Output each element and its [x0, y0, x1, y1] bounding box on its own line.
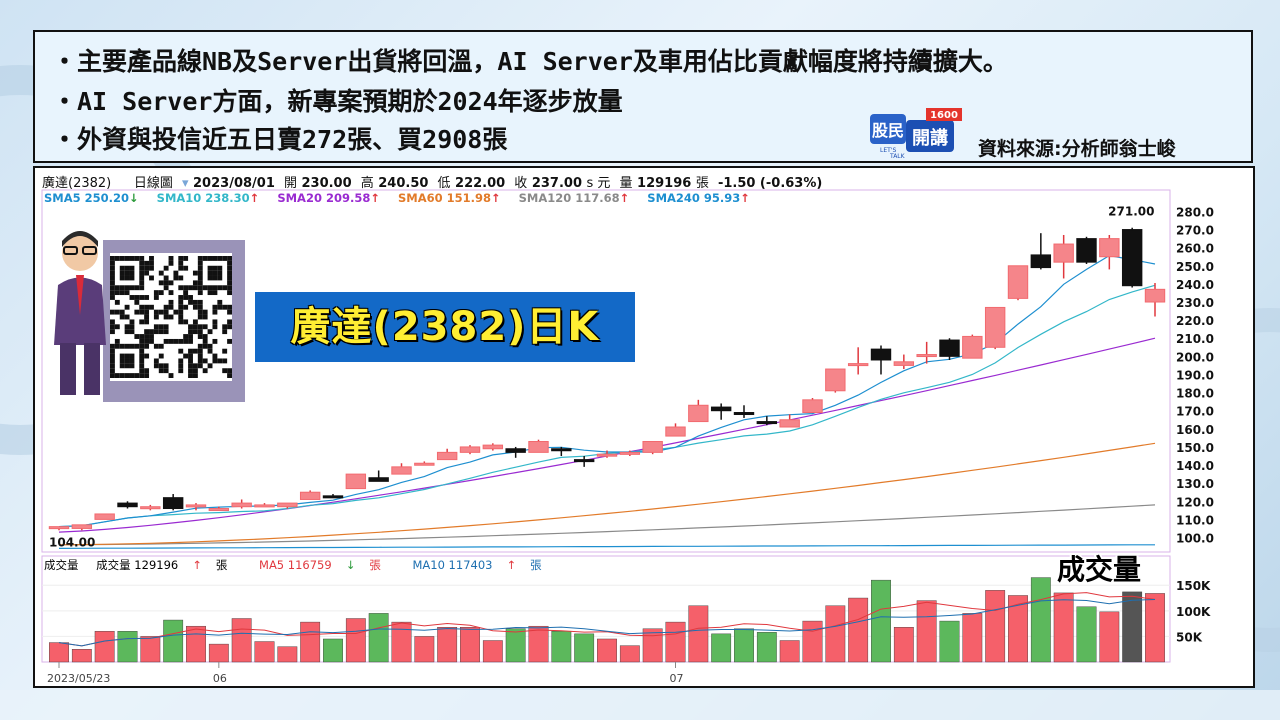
change-value: -1.50 (-0.63%) [717, 176, 823, 191]
open-value: 230.00 [301, 176, 352, 191]
sma-legend-2: SMA20 209.58↑ [277, 191, 380, 205]
sma-legend-1: SMA10 238.30↑ [156, 191, 260, 205]
sma-legend-3: SMA60 151.98↑ [397, 191, 501, 205]
logo-small-2: TALK [889, 153, 906, 160]
sma-legend-0: SMA5 250.20↓ [44, 191, 139, 205]
sma-legend-4: SMA120 117.68↑ [518, 191, 630, 205]
bullet-3: ・外資與投信近五日賣272張、買2908張 [52, 125, 508, 154]
bullet-2: ・AI Server方面，新專案預期於2024年逐步放量 [52, 87, 623, 116]
volume-legend: 成交量 成交量 129196 ↑ 張 MA5 116759 ↓ 張 MA10 11740… [44, 558, 542, 572]
bullet-1: ・主要產品線NB及Server出貨將回溫，AI Server及車用佔比貢獻幅度將… [52, 47, 1008, 76]
volume-value: 129196 [637, 176, 692, 191]
vol-title: 成交量 [44, 558, 79, 572]
low-value: 222.00 [455, 176, 506, 191]
ma10-value: MA10 117403 [412, 558, 493, 572]
data-source: 資料來源:分析師翁士峻 [978, 138, 1176, 160]
ma5-value: MA5 116759 [259, 558, 332, 572]
analyst-avatar [54, 231, 106, 395]
show-logo: 股民 開講 1600 LET'S TALK [870, 108, 962, 160]
high-value: 240.50 [378, 176, 429, 191]
headline-panel [33, 30, 1253, 163]
logo-text-2: 開講 [912, 127, 948, 149]
volume-overlay-label: 成交量 [1057, 553, 1142, 586]
close-value: 237.00 [531, 176, 582, 191]
sma-legend: SMA5 250.20↓ SMA10 238.30↑ SMA20 209.58↑ SM… [44, 191, 768, 205]
logo-small-1: LET'S [880, 147, 896, 154]
period-label: 日線圖 [133, 176, 173, 191]
stock-name: 廣達(2382) [42, 176, 112, 191]
title-banner [255, 292, 635, 362]
quote-header: 廣達(2382) 日線圖 ▾ 2023/08/01 開 230.00 高 240… [42, 176, 823, 191]
sma-legend-5: SMA240 95.93↑ [647, 191, 750, 205]
chart-title: 廣達(2382)日K [290, 304, 600, 350]
logo-num: 1600 [930, 110, 958, 121]
vol-value: 成交量 129196 [96, 558, 179, 572]
logo-text-1: 股民 [872, 121, 904, 140]
quote-date: 2023/08/01 [193, 176, 275, 191]
qr-code [110, 253, 232, 381]
